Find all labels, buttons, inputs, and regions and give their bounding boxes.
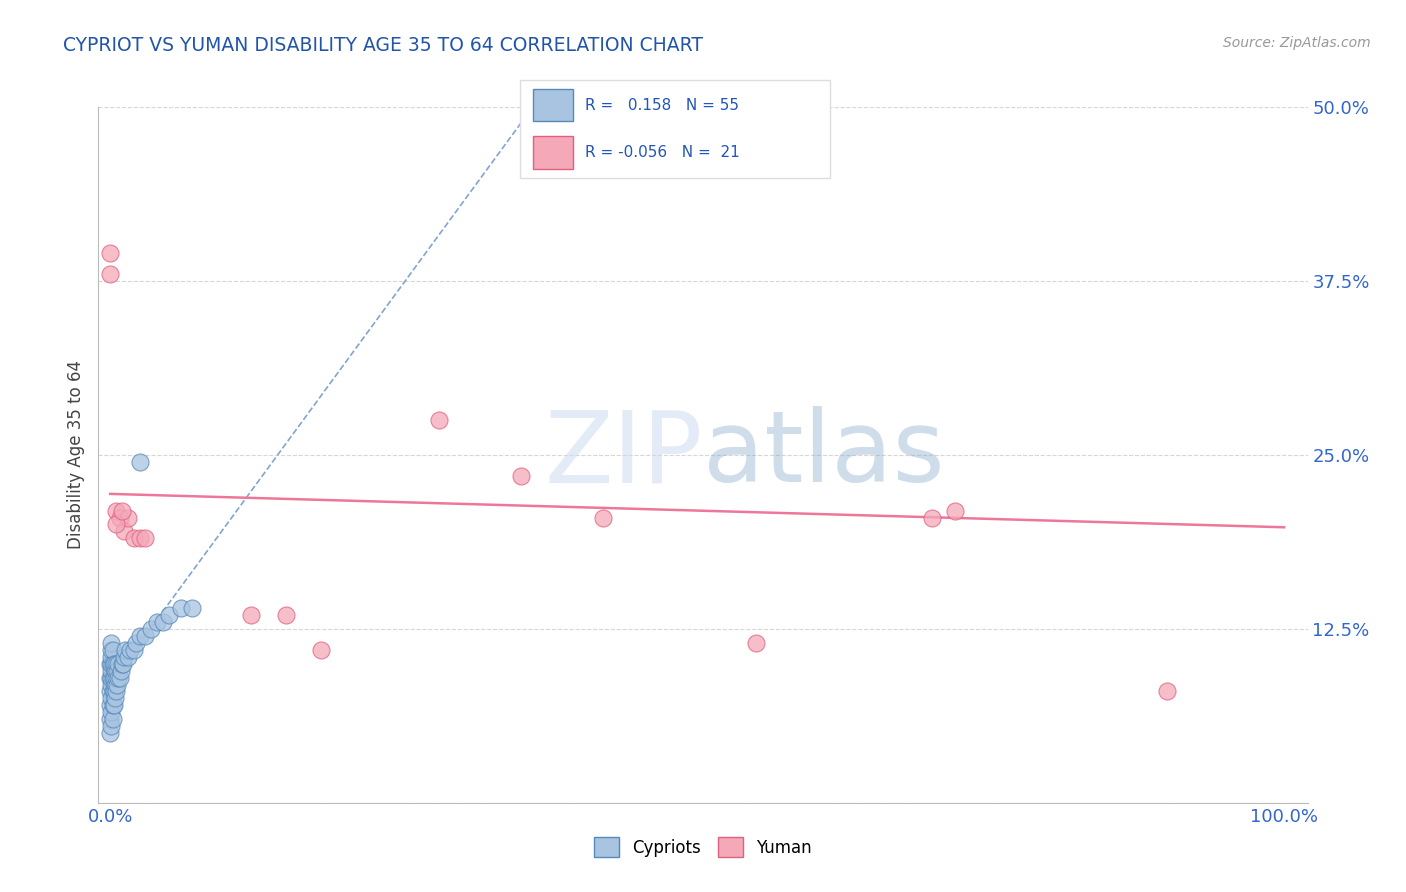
Yuman <box>105 517 128 532</box>
Cypriots <box>101 671 124 685</box>
Cypriots <box>105 657 128 671</box>
Text: Source: ZipAtlas.com: Source: ZipAtlas.com <box>1223 36 1371 50</box>
Cypriots <box>117 649 139 664</box>
Cypriots <box>100 642 122 657</box>
Cypriots <box>100 657 122 671</box>
Yuman <box>122 532 145 546</box>
Yuman <box>134 532 156 546</box>
Cypriots <box>101 712 124 726</box>
Cypriots <box>112 657 135 671</box>
Yuman <box>112 524 135 539</box>
Yuman <box>510 468 533 483</box>
Text: R = -0.056   N =  21: R = -0.056 N = 21 <box>585 145 740 160</box>
Yuman <box>592 510 614 524</box>
Cypriots <box>104 691 127 706</box>
Yuman <box>105 503 128 517</box>
Cypriots <box>100 636 122 650</box>
Cypriots <box>122 642 145 657</box>
Text: ZIP: ZIP <box>544 407 703 503</box>
Cypriots <box>108 671 131 685</box>
Cypriots <box>103 671 125 685</box>
Cypriots <box>98 698 121 713</box>
Yuman <box>945 503 967 517</box>
Cypriots <box>146 615 169 629</box>
Bar <box>533 89 572 121</box>
Cypriots <box>98 671 121 685</box>
Yuman <box>311 642 333 657</box>
Cypriots <box>107 671 129 685</box>
Cypriots <box>101 698 124 713</box>
Cypriots <box>157 607 180 622</box>
Cypriots <box>101 642 124 657</box>
Cypriots <box>98 657 121 671</box>
Text: R =   0.158   N = 55: R = 0.158 N = 55 <box>585 98 740 112</box>
Cypriots <box>105 671 128 685</box>
Cypriots <box>114 642 136 657</box>
Yuman <box>1156 684 1178 698</box>
Yuman <box>111 503 134 517</box>
FancyBboxPatch shape <box>520 80 830 178</box>
Cypriots <box>169 601 191 615</box>
Cypriots <box>103 657 125 671</box>
Y-axis label: Disability Age 35 to 64: Disability Age 35 to 64 <box>66 360 84 549</box>
Cypriots <box>100 671 122 685</box>
Cypriots <box>100 664 122 678</box>
Cypriots <box>128 629 150 643</box>
Yuman <box>921 510 943 524</box>
Cypriots <box>128 455 150 469</box>
Cypriots <box>181 601 204 615</box>
Cypriots <box>120 642 142 657</box>
Cypriots <box>104 664 127 678</box>
Yuman <box>276 607 298 622</box>
Cypriots <box>110 664 132 678</box>
Yuman <box>128 532 150 546</box>
Cypriots <box>141 622 163 636</box>
Yuman <box>745 636 768 650</box>
Cypriots <box>104 677 127 691</box>
Yuman <box>117 510 139 524</box>
Bar <box>533 136 572 169</box>
Cypriots <box>107 657 129 671</box>
Yuman <box>240 607 263 622</box>
Cypriots <box>98 726 121 740</box>
Cypriots <box>125 636 148 650</box>
Yuman <box>108 510 131 524</box>
Text: CYPRIOT VS YUMAN DISABILITY AGE 35 TO 64 CORRELATION CHART: CYPRIOT VS YUMAN DISABILITY AGE 35 TO 64… <box>63 36 703 54</box>
Cypriots <box>100 677 122 691</box>
Cypriots <box>105 664 128 678</box>
Cypriots <box>105 684 128 698</box>
Cypriots <box>105 677 128 691</box>
Cypriots <box>98 684 121 698</box>
Cypriots <box>100 706 122 720</box>
Cypriots <box>100 691 122 706</box>
Yuman <box>98 267 121 281</box>
Legend: Cypriots, Yuman: Cypriots, Yuman <box>588 830 818 864</box>
Cypriots <box>101 684 124 698</box>
Cypriots <box>134 629 156 643</box>
Cypriots <box>103 698 125 713</box>
Cypriots <box>100 649 122 664</box>
Yuman <box>427 413 450 427</box>
Cypriots <box>100 719 122 733</box>
Text: atlas: atlas <box>703 407 945 503</box>
Cypriots <box>98 712 121 726</box>
Cypriots <box>112 649 135 664</box>
Cypriots <box>152 615 174 629</box>
Yuman <box>98 246 121 260</box>
Cypriots <box>111 657 134 671</box>
Cypriots <box>101 657 124 671</box>
Cypriots <box>103 684 125 698</box>
